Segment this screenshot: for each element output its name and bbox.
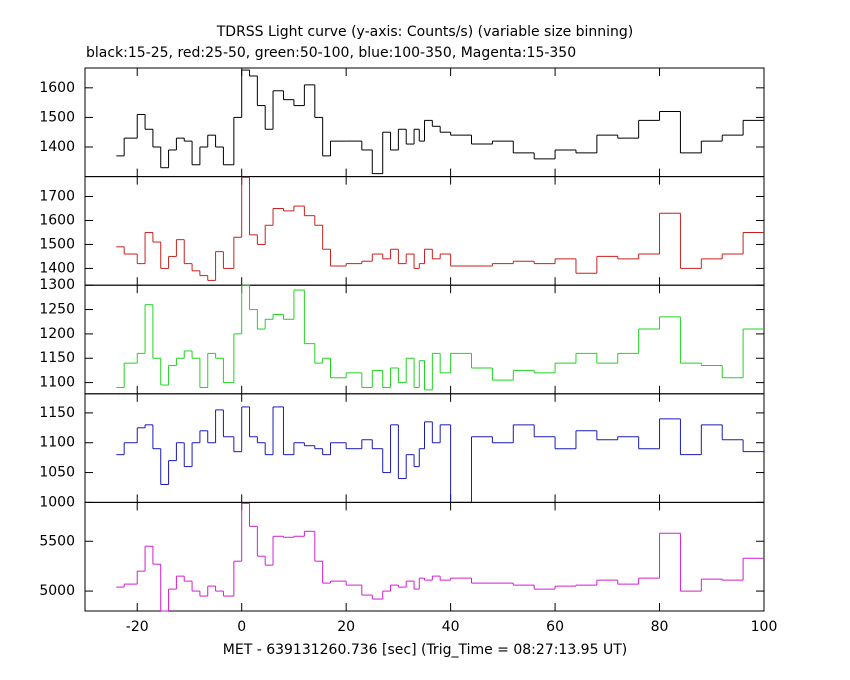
x-tick-label: 20 (337, 619, 355, 635)
y-tick-label: 1050 (39, 465, 75, 481)
x-tick-label: 100 (751, 619, 778, 635)
x-tick-label: 40 (442, 619, 460, 635)
y-tick-label: 5000 (39, 583, 75, 599)
chart-title: TDRSS Light curve (y-axis: Counts/s) (va… (216, 24, 634, 40)
y-tick-label: 1400 (39, 139, 75, 155)
y-tick-label: 1600 (39, 80, 75, 96)
x-tick-label: -20 (126, 619, 149, 635)
y-tick-label: 1100 (39, 375, 75, 391)
panel-frame (84, 176, 765, 286)
x-tick-label: 80 (651, 619, 669, 635)
y-tick-label: 1700 (39, 188, 75, 204)
y-tick-label: 1250 (39, 302, 75, 318)
y-tick-label: 1500 (39, 109, 75, 125)
x-tick-label: 60 (546, 619, 564, 635)
y-tick-label: 1150 (39, 405, 75, 421)
y-tick-label: 1500 (39, 236, 75, 252)
y-tick-label: 1000 (39, 494, 75, 510)
x-axis-label: MET - 639131260.736 [sec] (Trig_Time = 0… (223, 642, 627, 658)
y-tick-label: 1100 (39, 435, 75, 451)
x-tick-label: 0 (237, 619, 246, 635)
y-tick-label: 1300 (39, 277, 75, 293)
y-tick-label: 1400 (39, 260, 75, 276)
y-tick-label: 5500 (39, 533, 75, 549)
y-tick-label: 1200 (39, 326, 75, 342)
y-tick-label: 1150 (39, 350, 75, 366)
y-tick-label: 1600 (39, 212, 75, 228)
panel-frame (84, 501, 765, 612)
chart-subtitle: black:15-25, red:25-50, green:50-100, bl… (86, 45, 576, 61)
